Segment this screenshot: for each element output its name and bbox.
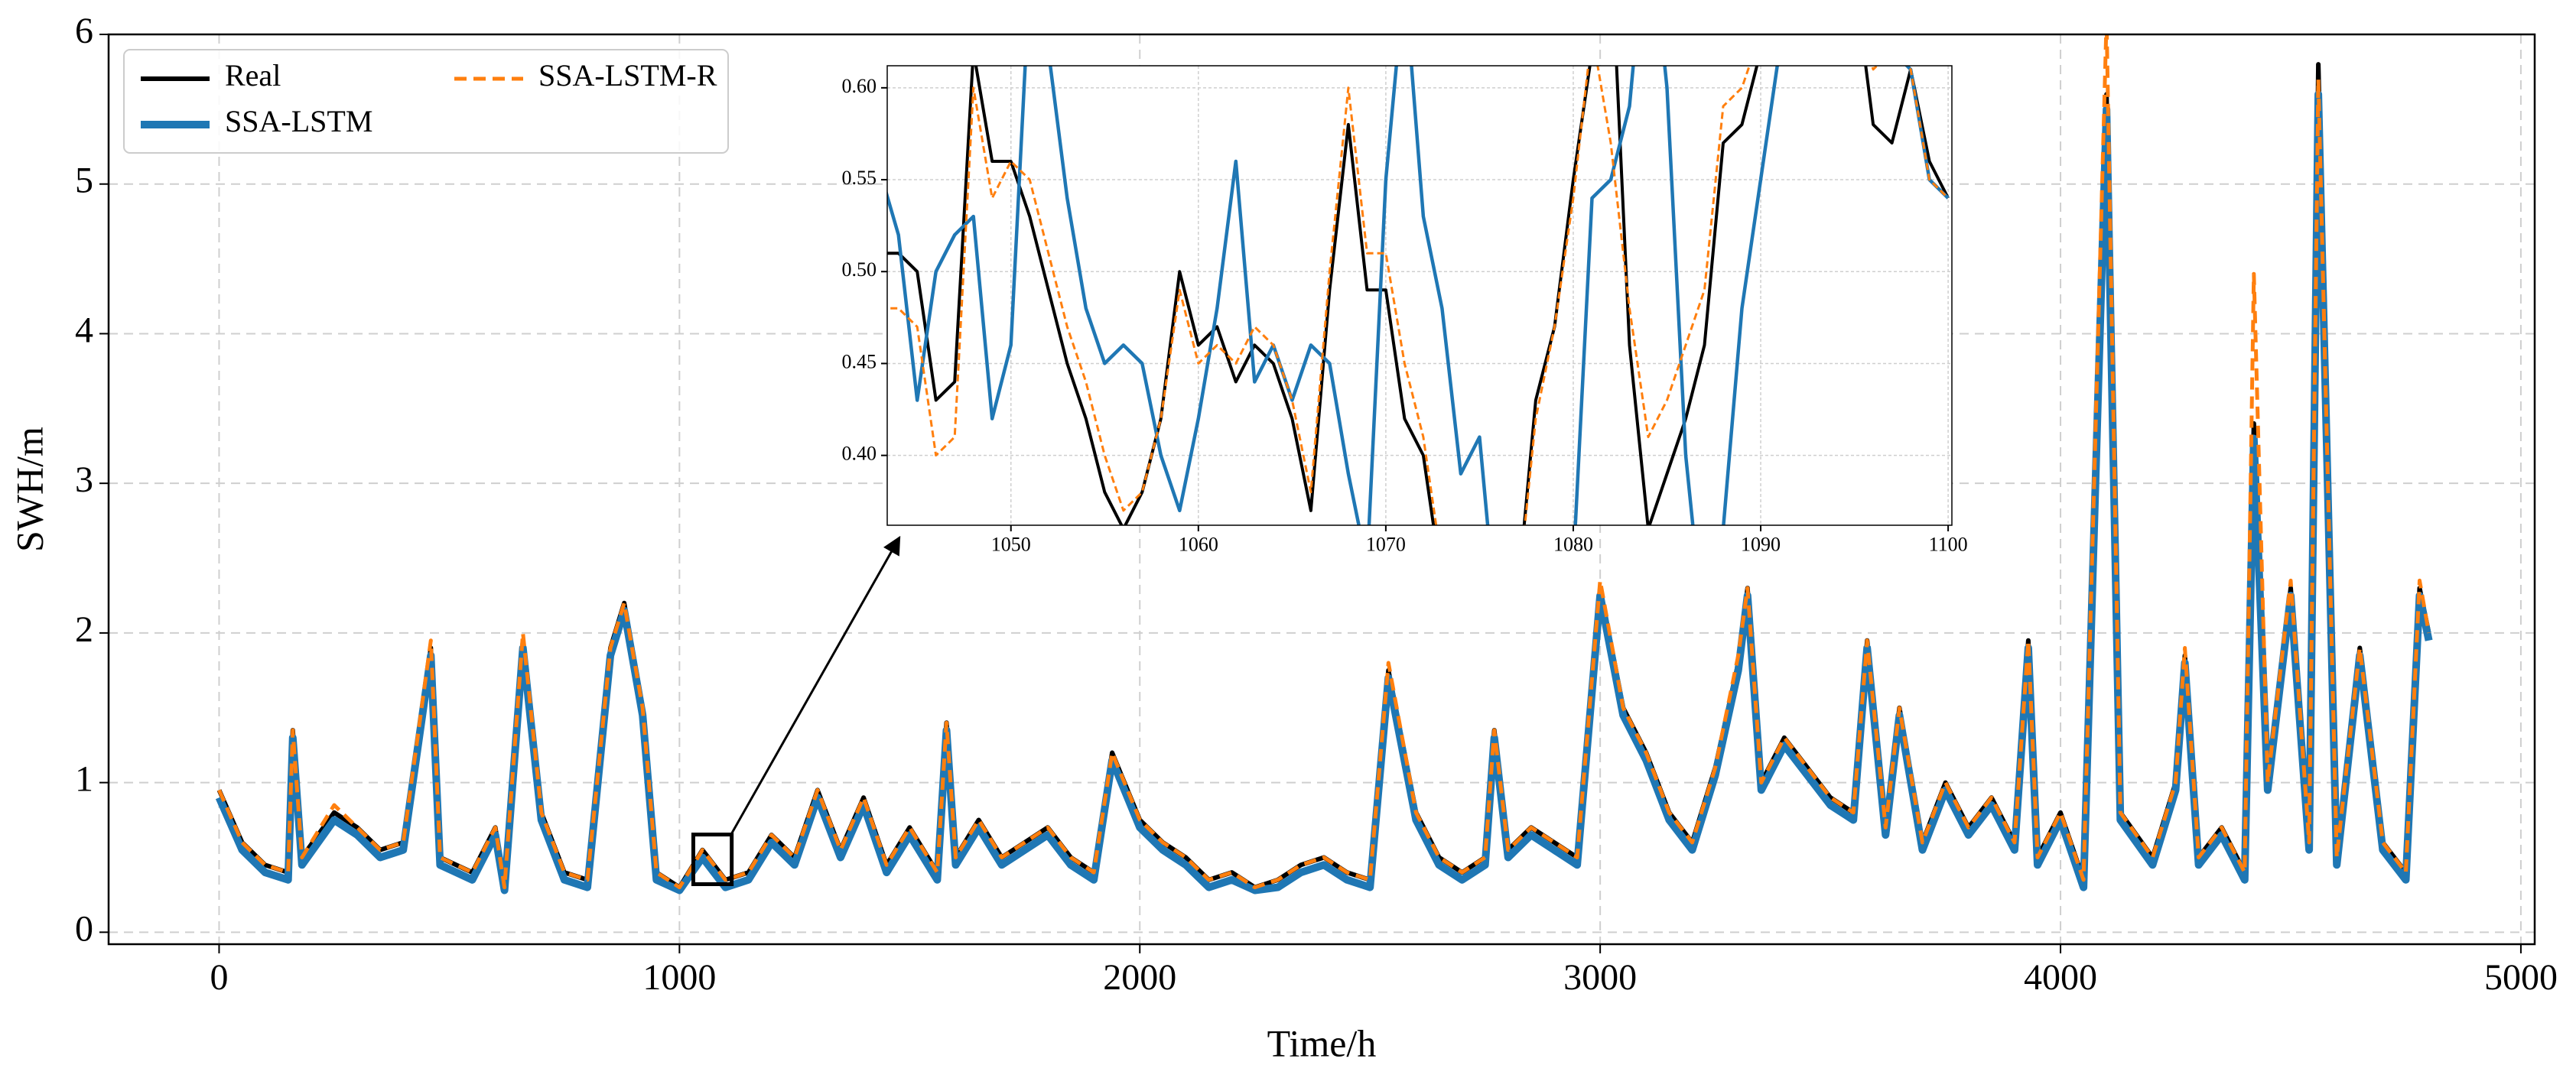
- x-tick-label: 5000: [2484, 957, 2558, 998]
- y-tick-label: 3: [75, 459, 93, 500]
- inset: 1050 1060 1070 1080 1090 1100 0.40 0.45 0.50 0.55…: [842, 65, 1968, 555]
- plot-frame: [886, 65, 1953, 526]
- legend-label: SSA-LSTM-R: [538, 58, 717, 93]
- series-line: [887, 66, 1950, 525]
- y-axis-label: SWH/m: [8, 427, 50, 552]
- y-tick-label: 4: [75, 310, 93, 350]
- legend-label: Real: [225, 58, 281, 93]
- y-tick-label: 0.60: [842, 75, 877, 97]
- y-tick-label: 5: [75, 161, 93, 201]
- x-tick-label: 0: [210, 957, 228, 998]
- x-tick-label: 1000: [642, 957, 716, 998]
- y-tick-label: 1: [75, 759, 93, 800]
- x-tick-label: 1070: [1366, 533, 1406, 555]
- y-tick-label: 0.45: [842, 350, 877, 372]
- x-tick-label: 1080: [1553, 533, 1593, 555]
- y-tick-label: 0.40: [842, 443, 877, 465]
- y-tick-label: 0: [75, 908, 93, 949]
- zoom-box: [691, 833, 734, 886]
- series-line: [217, 34, 2431, 890]
- plot-background: [887, 66, 1952, 525]
- legend-frame: [123, 49, 729, 154]
- x-axis-label: Time/h: [1267, 1021, 1377, 1064]
- x-tick-label: 4000: [2024, 957, 2097, 998]
- series-group: [215, 34, 2433, 895]
- plot-frame: [107, 33, 2536, 946]
- x-tick-label: 2000: [1103, 957, 1176, 998]
- x-tick-label: 1050: [991, 533, 1031, 555]
- y-tick-label: 0.55: [842, 167, 877, 189]
- y-tick-label: 0.50: [842, 258, 877, 281]
- series-group: [887, 66, 1950, 525]
- x-tick-label: 1100: [1929, 533, 1968, 555]
- legend: Real SSA-LSTM SSA-LSTM-R: [123, 49, 729, 154]
- x-tick-label: 3000: [1563, 957, 1637, 998]
- y-tick-label: 6: [75, 11, 93, 51]
- x-tick-label: 1060: [1179, 533, 1218, 555]
- x-tick-label: 1090: [1741, 533, 1781, 555]
- series-line: [887, 66, 1950, 525]
- legend-label: SSA-LSTM: [225, 104, 372, 138]
- zoom-arrow: [729, 535, 901, 837]
- y-tick-label: 2: [75, 609, 93, 650]
